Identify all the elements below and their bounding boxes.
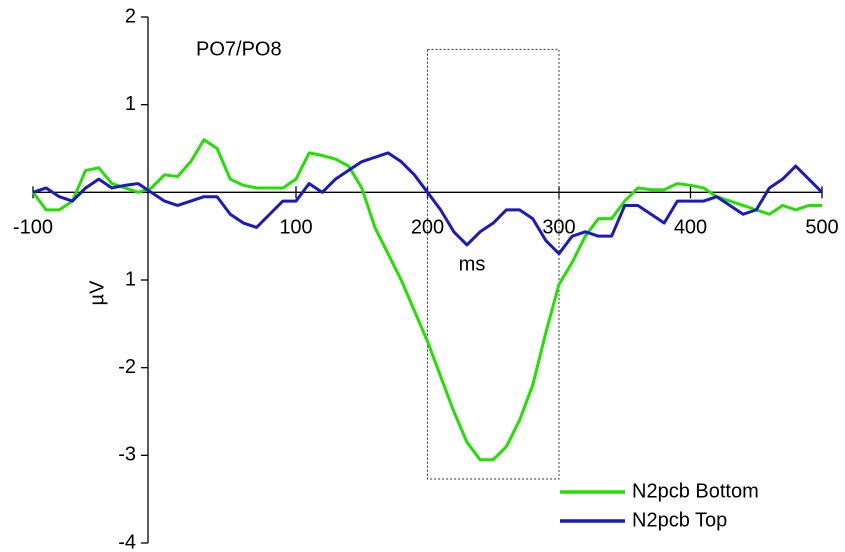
x-tick-label: 400: [674, 217, 707, 239]
y-tick-label: 2: [125, 5, 136, 27]
x-tick-label: 100: [279, 217, 312, 239]
x-tick-label: 200: [411, 217, 444, 239]
y-tick-label: -2: [118, 356, 136, 378]
legend-label: N2pcb Bottom: [632, 480, 759, 502]
x-axis-label: ms: [459, 253, 486, 275]
y-tick-label: -4: [118, 531, 136, 552]
x-tick-label: -100: [13, 217, 53, 239]
x-tick-label: 500: [805, 217, 838, 239]
series-line: [31, 138, 822, 462]
series-line: [32, 151, 824, 256]
y-tick-label: 1: [125, 93, 136, 115]
legend-label: N2pcb Top: [632, 509, 727, 531]
y-tick-label: 1: [125, 268, 136, 290]
highlight-box: [427, 48, 560, 480]
y-tick-label: -3: [118, 444, 136, 466]
y-axis-label: µV: [86, 280, 108, 306]
chart-title: PO7/PO8: [196, 38, 282, 60]
